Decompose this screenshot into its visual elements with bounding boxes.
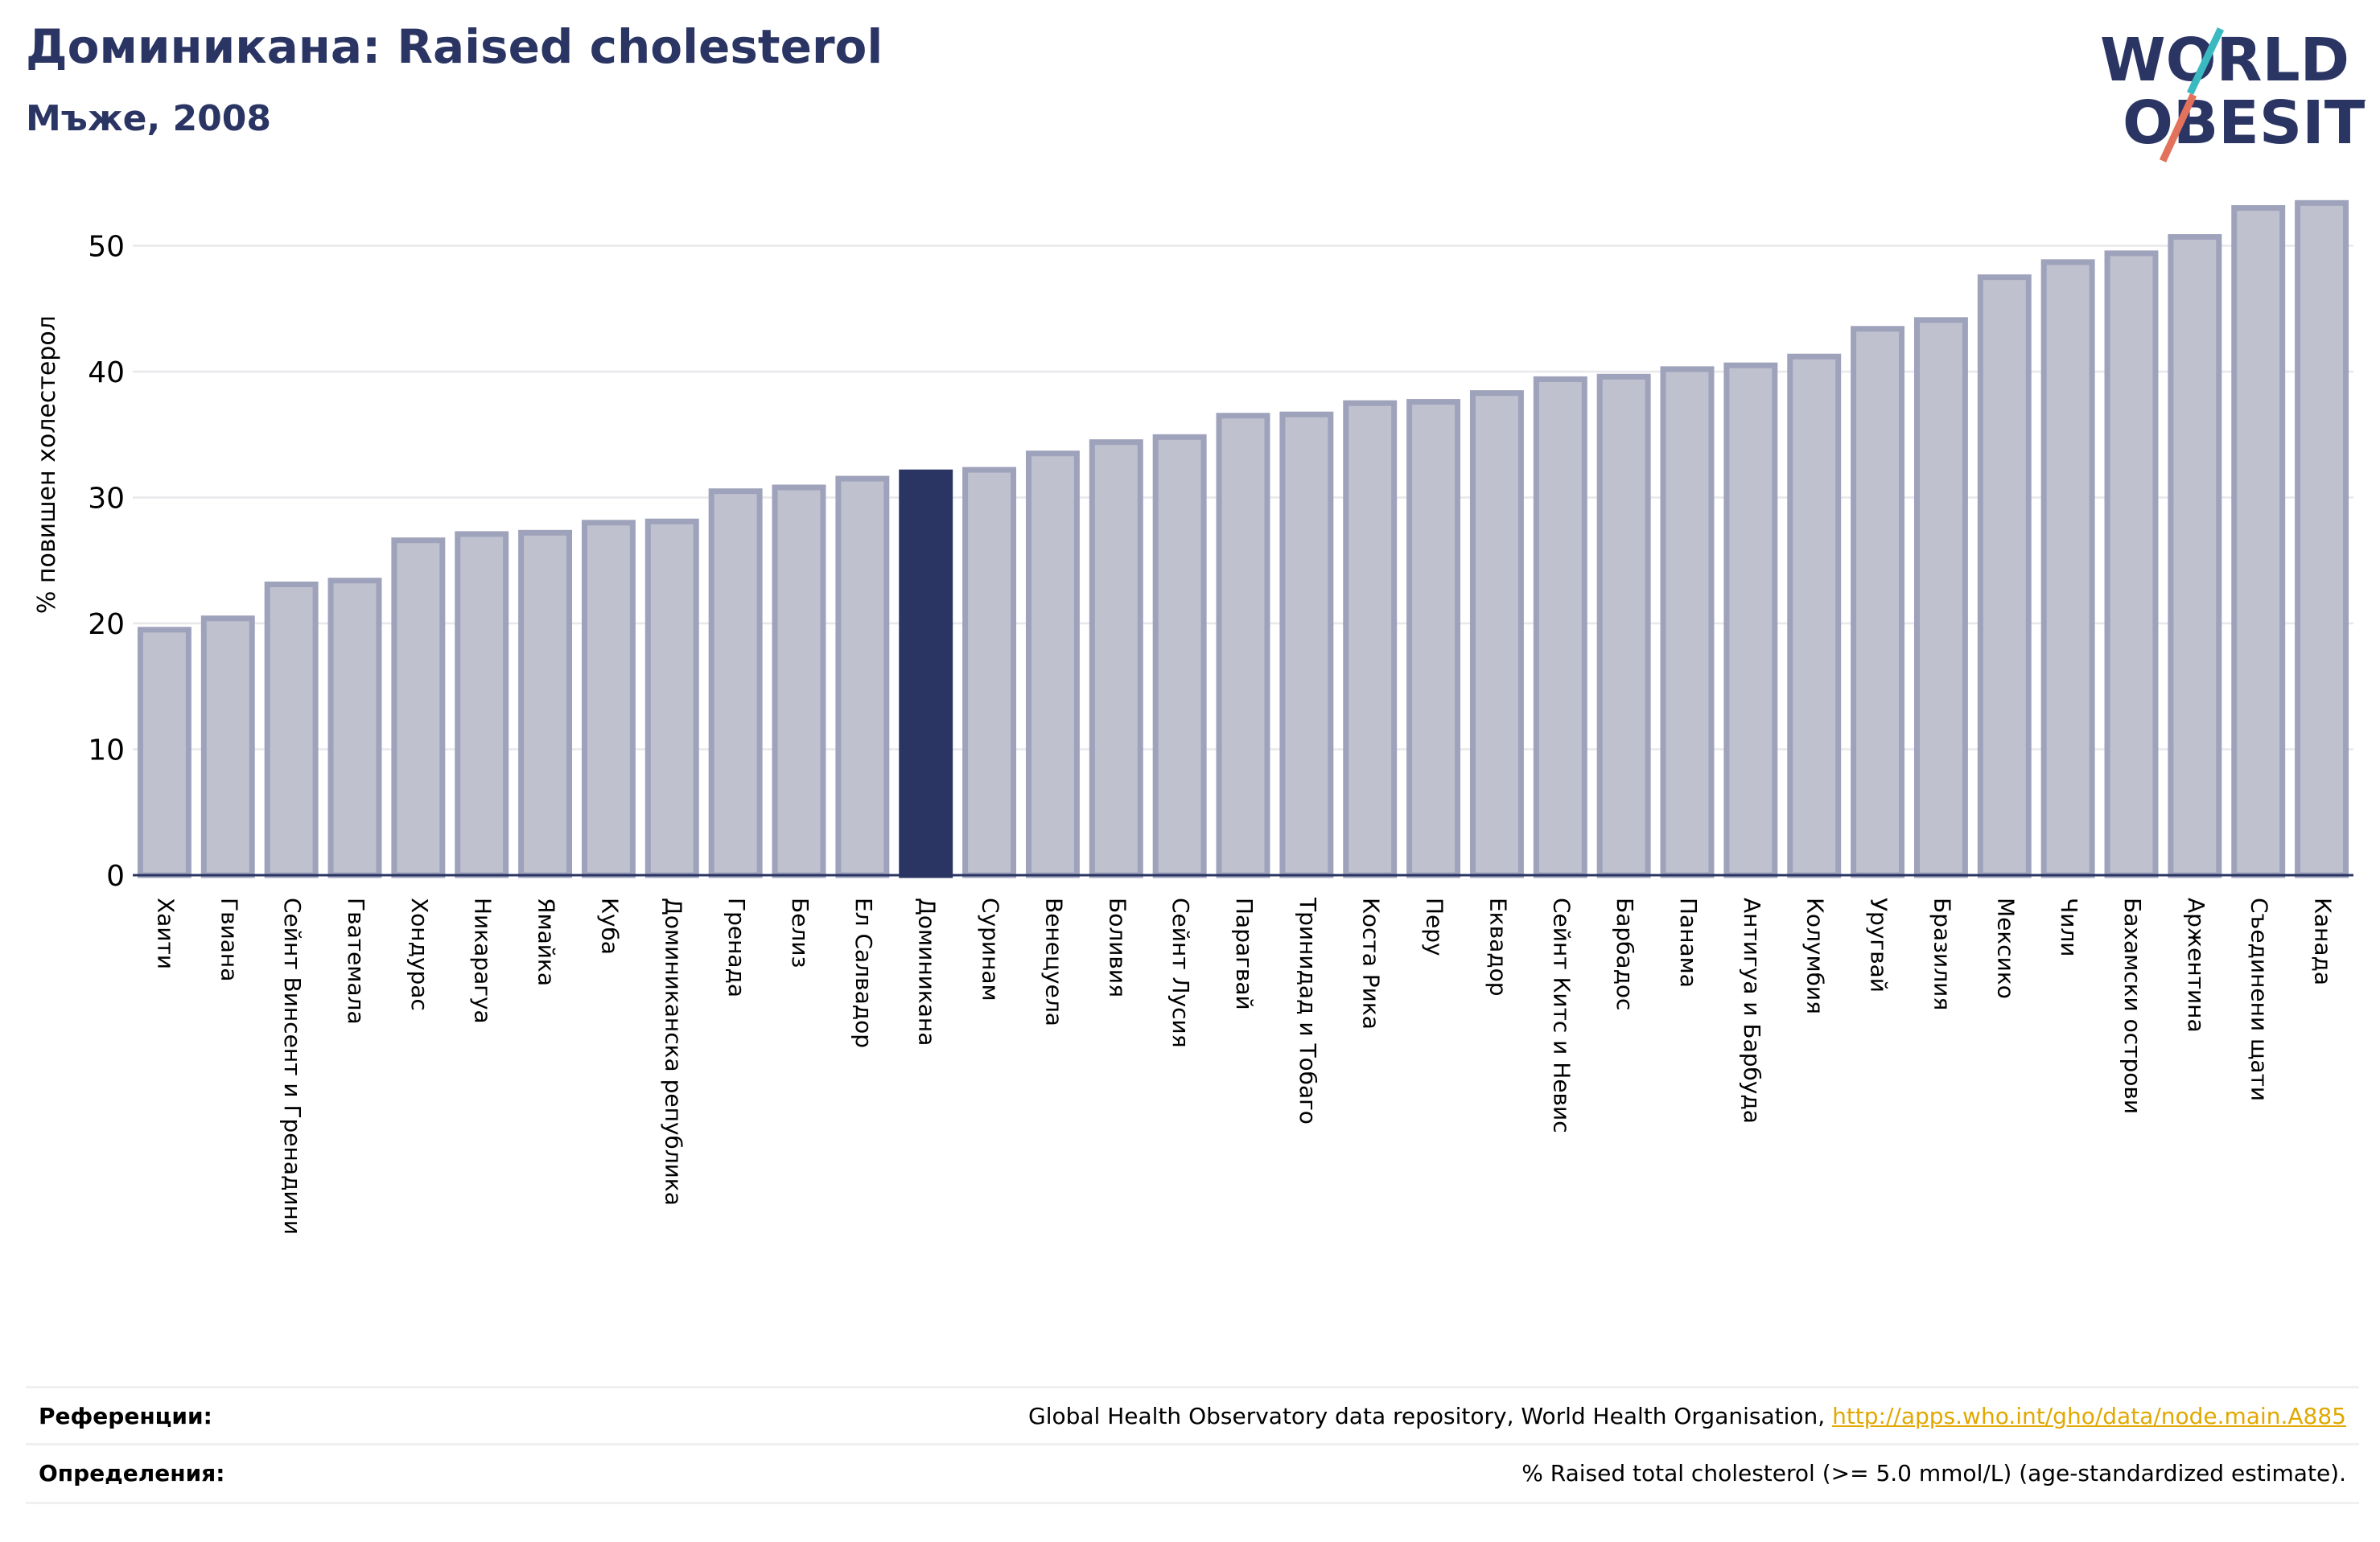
- x-tick-label: Канада: [2310, 898, 2337, 985]
- x-tick-label: Барбадос: [1612, 898, 1638, 1010]
- bar-10: [708, 488, 763, 878]
- y-axis-label: % повишен холестерол: [33, 315, 61, 614]
- bar-18: [1216, 413, 1270, 878]
- x-tick-label: Аржентина: [2183, 898, 2209, 1033]
- references-text-wrap: Global Health Observatory data repositor…: [1028, 1403, 2346, 1429]
- bar-13: [899, 469, 953, 878]
- y-tick-label: 40: [88, 356, 125, 389]
- references-label: Референции:: [39, 1403, 212, 1429]
- bar-29: [1913, 317, 1968, 878]
- bar-2: [200, 615, 255, 878]
- x-axis-labels: Хаити Гвиана Сейнт Винсент и Гренадини Гват…: [152, 897, 2336, 1235]
- y-tick-label: 50: [88, 231, 125, 264]
- bar-20: [1343, 400, 1398, 878]
- bar-11: [772, 484, 826, 878]
- definitions-row: Определения: % Raised total cholesterol …: [26, 1443, 2359, 1504]
- bar-21: [1406, 399, 1461, 878]
- y-tick-label: 0: [106, 860, 125, 893]
- x-tick-label: Гренада: [723, 898, 750, 997]
- bar-26: [1723, 362, 1778, 878]
- bar-33: [2168, 234, 2222, 878]
- bar-28: [1851, 326, 1905, 878]
- x-tick-label: Хаити: [152, 898, 179, 969]
- bar-32: [2104, 250, 2159, 878]
- x-tick-label: Хондурас: [406, 898, 433, 1011]
- x-tick-label: Белиз: [787, 898, 813, 968]
- y-tick-label: 20: [88, 608, 125, 641]
- x-tick-label: Ел Салвадор: [850, 898, 877, 1048]
- x-tick-label: Еквадор: [1484, 898, 1511, 997]
- bar-6: [455, 531, 509, 878]
- x-tick-label: Никарагуа: [470, 898, 496, 1024]
- logo-slash-red: [2159, 93, 2197, 162]
- x-tick-label: Колумбия: [1802, 898, 1829, 1014]
- bar-27: [1787, 353, 1842, 878]
- x-tick-label: Куба: [596, 898, 623, 955]
- bar-22: [1469, 390, 1524, 878]
- x-tick-label: Парагвай: [1231, 898, 1258, 1010]
- x-tick-label: Чили: [2056, 898, 2082, 957]
- chart-title: Доминикана: Raised cholesterol: [26, 19, 883, 74]
- x-tick-label: Доминикана: [914, 898, 941, 1046]
- bar-24: [1596, 373, 1651, 878]
- y-tick-label: 30: [88, 483, 125, 516]
- bar-19: [1279, 411, 1334, 878]
- x-tick-label: Венецуела: [1040, 898, 1067, 1026]
- bar-25: [1660, 366, 1715, 878]
- x-tick-label: Бразилия: [1929, 898, 1955, 1010]
- x-tick-label: Мексико: [1992, 898, 2019, 999]
- y-axis-ticks: 0 10 20 30 40 50: [88, 231, 125, 894]
- logo-slash-teal: [2186, 27, 2225, 95]
- bar-3: [264, 581, 319, 878]
- x-tick-label: Тринидад и Тобаго: [1295, 897, 1321, 1125]
- x-tick-label: Антигуа и Барбуда: [1739, 898, 1765, 1124]
- references-row: Референции: Global Health Observatory da…: [26, 1386, 2359, 1445]
- bar-1: [137, 627, 191, 878]
- x-tick-label: Доминиканска република: [660, 898, 686, 1206]
- logo-line1: WORLD: [2100, 26, 2349, 95]
- bar-31: [2040, 259, 2095, 878]
- x-tick-label: Бахамски острови: [2119, 898, 2146, 1114]
- x-tick-label: Сейнт Винсент и Гренадини: [279, 898, 306, 1235]
- bar-15: [1025, 450, 1080, 878]
- x-tick-label: Гвиана: [216, 898, 242, 981]
- x-tick-label: Сейнт Лусия: [1167, 898, 1194, 1048]
- definitions-label: Определения:: [39, 1460, 225, 1486]
- x-tick-label: Гватемала: [343, 898, 369, 1025]
- bar-23: [1533, 376, 1587, 878]
- x-tick-label: Съединени щати: [2246, 898, 2273, 1101]
- y-tick-label: 10: [88, 734, 125, 767]
- bar-5: [391, 537, 446, 878]
- bar-17: [1152, 434, 1207, 878]
- bar-7: [518, 529, 573, 878]
- bar-12: [835, 475, 890, 878]
- x-tick-label: Ямайка: [533, 898, 560, 986]
- x-tick-label: Перу: [1422, 898, 1448, 956]
- x-tick-label: Суринам: [978, 898, 1004, 1001]
- bar-chart: 0 10 20 30 40 50 Хаити Гвиана Сейнт Винсент и Г…: [33, 199, 2353, 1235]
- x-tick-label: Панама: [1675, 898, 1702, 988]
- bar-30: [1977, 274, 2032, 878]
- x-tick-label: Коста Рика: [1358, 898, 1385, 1030]
- definitions-text: % Raised total cholesterol (>= 5.0 mmol/…: [1521, 1460, 2346, 1486]
- bars: [137, 199, 2349, 878]
- bar-14: [962, 467, 1017, 878]
- references-link[interactable]: http://apps.who.int/gho/data/node.main.A…: [1832, 1403, 2346, 1429]
- logo-line2: OBESITY: [2123, 88, 2366, 158]
- x-tick-label: Сейнт Китс и Невис: [1548, 898, 1575, 1133]
- bar-16: [1089, 439, 1143, 878]
- x-tick-label: Боливия: [1104, 898, 1130, 997]
- bar-9: [644, 518, 699, 878]
- bar-34: [2231, 205, 2286, 878]
- world-obesity-logo: WORLD OBESITY: [2100, 26, 2366, 162]
- x-tick-label: Уругвай: [1866, 898, 1892, 993]
- bar-35: [2295, 199, 2349, 878]
- chart-subtitle: Мъже, 2008: [26, 98, 271, 139]
- bar-8: [581, 520, 636, 878]
- references-text: Global Health Observatory data repositor…: [1028, 1403, 1833, 1429]
- bar-4: [327, 578, 382, 878]
